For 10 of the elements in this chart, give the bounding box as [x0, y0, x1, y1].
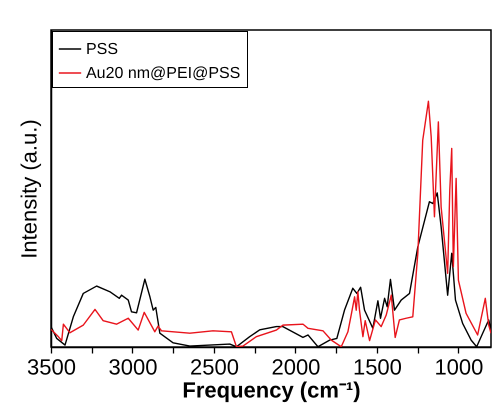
x-tick-label: 1000 [434, 354, 484, 380]
x-tick-label: 1500 [352, 354, 402, 380]
x-tick-label: 2500 [190, 354, 239, 380]
x-tick-label: 3000 [108, 354, 158, 380]
x-axis-title: Frequency (cm⁻¹) [182, 378, 361, 402]
x-tick-label: 3500 [27, 354, 76, 380]
legend-label: Au20 nm@PEI@PSS [86, 65, 240, 82]
y-axis-title: Intensity (a.u.) [16, 119, 42, 259]
x-tick-label: 2000 [271, 354, 320, 380]
legend-label: PSS [86, 41, 118, 58]
